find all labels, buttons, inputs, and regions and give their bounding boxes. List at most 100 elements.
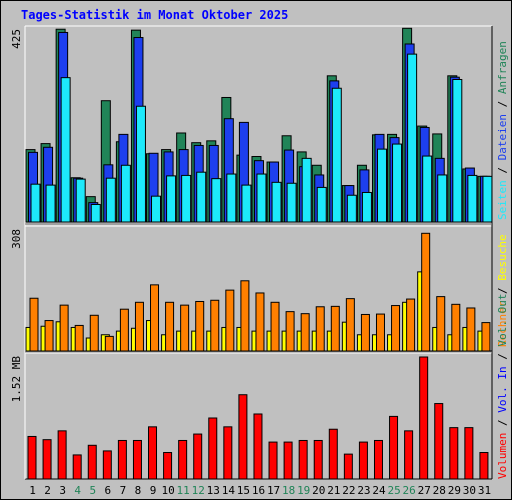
bar-volumen-day-13 xyxy=(208,417,218,480)
bar-seiten-day-28 xyxy=(437,174,448,223)
legend-bottom-part-0: Volumen xyxy=(496,433,509,479)
bar-seiten-day-16 xyxy=(256,173,267,223)
bar-volumen-day-10 xyxy=(163,452,173,480)
bar-rechner-day-5 xyxy=(89,314,99,352)
bar-seiten-day-11 xyxy=(181,174,192,223)
bar-rechner-day-6 xyxy=(104,335,114,352)
x-label-day-10: 10 xyxy=(161,484,174,497)
bar-rechner-day-31 xyxy=(481,322,491,352)
bar-rechner-day-4 xyxy=(74,324,84,352)
legend-bottom: Volumen / Vol. In / Vol. Out xyxy=(496,294,509,479)
x-label-day-2: 2 xyxy=(44,484,51,497)
bar-volumen-day-17 xyxy=(268,441,278,480)
bar-rechner-day-10 xyxy=(165,301,175,352)
x-label-day-14: 14 xyxy=(222,484,236,497)
legend-top-part-2: Dateien xyxy=(496,114,509,160)
bar-volumen-day-9 xyxy=(148,426,158,480)
bar-volumen-day-24 xyxy=(373,439,383,480)
x-label-day-29: 29 xyxy=(448,484,461,497)
x-label-day-13: 13 xyxy=(207,484,220,497)
bar-volumen-day-4 xyxy=(72,454,82,480)
bar-volumen-day-21 xyxy=(328,428,338,480)
legend-middle-part-1: / xyxy=(496,281,509,301)
x-label-day-7: 7 xyxy=(120,484,127,497)
x-label-day-3: 3 xyxy=(59,484,66,497)
x-label-day-31: 31 xyxy=(478,484,491,497)
bar-volumen-day-14 xyxy=(223,426,233,480)
bar-rechner-day-27 xyxy=(421,232,431,352)
bar-volumen-day-7 xyxy=(117,439,127,480)
bar-rechner-day-2 xyxy=(44,320,54,352)
bar-volumen-day-16 xyxy=(253,413,263,480)
legend-bottom-part-1: / xyxy=(496,413,509,433)
bar-volumen-day-31 xyxy=(479,452,489,480)
bar-rechner-day-22 xyxy=(345,298,355,352)
legend-top-part-0: Seiten xyxy=(496,180,509,220)
bar-rechner-day-13 xyxy=(210,299,220,352)
bar-volumen-day-29 xyxy=(449,427,459,480)
bar-volumen-day-30 xyxy=(464,427,474,480)
bar-rechner-day-19 xyxy=(300,313,310,352)
bar-seiten-day-3 xyxy=(60,77,71,223)
bar-seiten-day-20 xyxy=(316,186,327,223)
x-label-day-19: 19 xyxy=(297,484,310,497)
bar-rechner-day-26 xyxy=(406,298,416,352)
bar-rechner-day-23 xyxy=(360,313,370,352)
bar-volumen-day-1 xyxy=(27,435,37,480)
legend-bottom-part-4: Vol. Out xyxy=(496,294,509,347)
bar-rechner-day-12 xyxy=(195,300,205,352)
bar-rechner-day-30 xyxy=(466,307,476,352)
bar-seiten-day-23 xyxy=(361,191,372,223)
bar-volumen-day-6 xyxy=(102,450,112,480)
bar-seiten-day-15 xyxy=(241,184,252,223)
x-label-day-21: 21 xyxy=(327,484,340,497)
bar-volumen-day-23 xyxy=(358,441,368,480)
bar-volumen-day-26 xyxy=(404,430,414,480)
bar-rechner-day-20 xyxy=(315,306,325,352)
bar-volumen-day-3 xyxy=(57,430,67,480)
x-label-day-5: 5 xyxy=(89,484,96,497)
x-label-day-18: 18 xyxy=(282,484,295,497)
y-max-label-middle: 308 xyxy=(10,229,23,249)
bar-volumen-day-18 xyxy=(283,441,293,480)
bar-rechner-day-7 xyxy=(119,308,129,352)
bar-seiten-day-25 xyxy=(392,143,403,223)
bar-seiten-day-31 xyxy=(482,175,493,223)
x-label-day-11: 11 xyxy=(177,484,190,497)
bar-rechner-day-15 xyxy=(240,280,250,352)
bar-rechner-day-8 xyxy=(134,301,144,352)
bar-seiten-day-1 xyxy=(30,183,41,223)
x-label-day-1: 1 xyxy=(29,484,36,497)
bar-volumen-day-19 xyxy=(298,439,308,480)
bar-seiten-day-12 xyxy=(196,171,207,223)
bar-seiten-day-9 xyxy=(151,195,162,223)
x-label-day-16: 16 xyxy=(252,484,265,497)
bar-seiten-day-17 xyxy=(271,181,282,223)
x-label-day-17: 17 xyxy=(267,484,280,497)
legend-middle: Rechner / Besuche xyxy=(496,234,509,347)
bar-volumen-day-11 xyxy=(178,439,188,480)
bar-seiten-day-5 xyxy=(90,203,101,223)
y-max-label-bottom: 1.52 MB xyxy=(10,356,23,403)
bar-volumen-day-22 xyxy=(343,453,353,480)
bar-volumen-day-5 xyxy=(87,444,97,480)
x-label-day-23: 23 xyxy=(357,484,370,497)
bar-seiten-day-30 xyxy=(467,174,478,223)
x-label-day-4: 4 xyxy=(74,484,81,497)
legend-top-part-1: / xyxy=(496,160,509,180)
bar-volumen-day-28 xyxy=(434,403,444,480)
legend-top: Seiten / Dateien / Anfragen xyxy=(496,41,509,220)
legend-middle-part-2: Besuche xyxy=(496,234,509,280)
bar-rechner-day-29 xyxy=(451,303,461,352)
bar-volumen-day-27 xyxy=(419,356,429,480)
x-label-day-20: 20 xyxy=(312,484,325,497)
bar-volumen-day-2 xyxy=(42,439,52,480)
bar-seiten-day-7 xyxy=(120,164,131,223)
legend-bottom-part-2: Vol. In xyxy=(496,366,509,412)
legend-bottom-part-3: / xyxy=(496,347,509,367)
bar-volumen-day-12 xyxy=(193,433,203,480)
bar-rechner-day-18 xyxy=(285,311,295,352)
x-label-day-6: 6 xyxy=(105,484,112,497)
legend-top-part-4: Anfragen xyxy=(496,41,509,94)
x-label-day-12: 12 xyxy=(192,484,205,497)
